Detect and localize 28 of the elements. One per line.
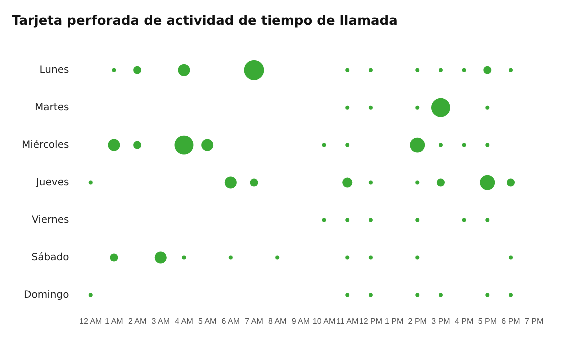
x-tick-label: 1 AM: [105, 317, 124, 326]
x-tick-label: 7 PM: [524, 317, 544, 326]
category-label: Viernes: [32, 214, 70, 226]
x-tick-label: 2 AM: [128, 317, 148, 326]
x-tick-label: 9 AM: [292, 317, 310, 326]
x-tick-label: 12 PM: [359, 317, 383, 326]
category-label: Miércoles: [22, 140, 70, 151]
category-label: Lunes: [40, 64, 70, 76]
x-tick-label: 5 AM: [198, 317, 218, 326]
x-tick-label: 6 AM: [222, 317, 240, 326]
x-tick-label: 3 AM: [152, 317, 170, 326]
x-tick-label: 1 PM: [384, 317, 404, 326]
category-label: Sábado: [32, 252, 70, 264]
category-label: Domingo: [24, 290, 70, 301]
x-tick-label: 12 AM: [80, 317, 103, 326]
x-tick-label: 8 AM: [268, 317, 288, 326]
chart-title: Tarjeta perforada de actividad de tiempo de llamada: [12, 14, 398, 30]
category-label: Martes: [35, 102, 70, 114]
x-tick-label: 5 PM: [478, 317, 498, 326]
category-label: Jueves: [36, 177, 70, 188]
x-tick-label: 4 PM: [454, 317, 474, 326]
x-tick-label: 7 AM: [245, 317, 264, 326]
x-tick-label: 10 AM: [312, 317, 336, 326]
x-tick-label: 4 AM: [175, 317, 194, 326]
x-tick-label: 11 AM: [336, 317, 359, 326]
x-tick-label: 6 PM: [502, 317, 521, 326]
x-tick-label: 2 PM: [408, 317, 428, 326]
x-tick-label: 3 PM: [432, 317, 451, 326]
